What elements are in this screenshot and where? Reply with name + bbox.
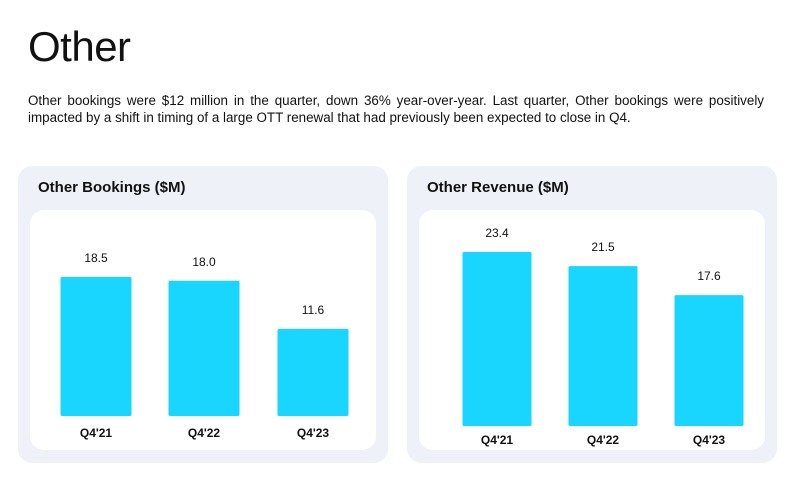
revenue-chart-panel: 23.4 Q4'21 21.5 Q4'22 17.6 Q4'23	[419, 210, 765, 450]
intro-paragraph: Other bookings were $12 million in the q…	[28, 93, 764, 125]
bookings-value-label: 18.5	[84, 251, 108, 265]
revenue-category-label: Q4'21	[481, 433, 514, 447]
revenue-bar	[568, 266, 638, 426]
bookings-category-label: Q4'22	[188, 426, 221, 440]
bookings-chart-title: Other Bookings ($M)	[38, 179, 186, 196]
bookings-card: Other Bookings ($M) 18.5 Q4'21 18.0 Q4'22 11…	[18, 166, 388, 463]
revenue-bar	[462, 252, 532, 426]
bookings-bar	[168, 280, 240, 416]
bookings-bar	[60, 277, 132, 416]
revenue-chart-title: Other Revenue ($M)	[427, 179, 569, 196]
revenue-category-label: Q4'22	[587, 433, 620, 447]
revenue-value-label: 21.5	[591, 240, 615, 254]
revenue-bar	[674, 295, 744, 426]
bookings-bar	[277, 328, 349, 416]
page-title: Other	[28, 23, 131, 70]
bookings-value-label: 11.6	[302, 303, 325, 317]
bookings-chart: 18.5 Q4'21 18.0 Q4'22 11.6 Q4'23	[60, 251, 349, 440]
revenue-value-label: 17.6	[697, 269, 721, 283]
bookings-category-label: Q4'23	[297, 426, 330, 440]
bookings-value-label: 18.0	[192, 255, 216, 269]
revenue-card: Other Revenue ($M) 23.4 Q4'21 21.5 Q4'22 17.…	[407, 166, 777, 463]
bookings-chart-panel: 18.5 Q4'21 18.0 Q4'22 11.6 Q4'23	[30, 210, 376, 450]
revenue-category-label: Q4'23	[693, 433, 726, 447]
revenue-value-label: 23.4	[485, 226, 509, 240]
revenue-chart: 23.4 Q4'21 21.5 Q4'22 17.6 Q4'23	[462, 226, 744, 447]
bookings-category-label: Q4'21	[80, 426, 113, 440]
